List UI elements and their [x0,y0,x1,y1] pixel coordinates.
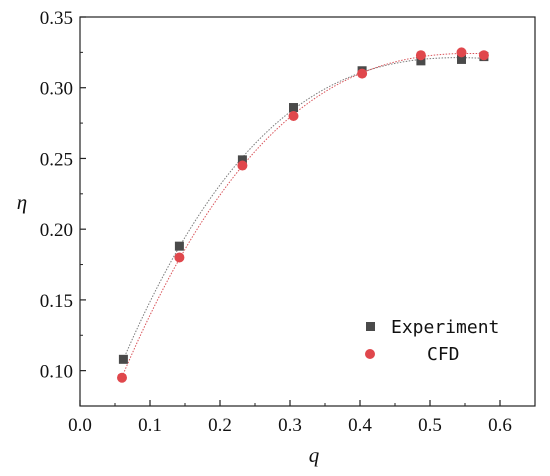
legend-marker-experiment [366,322,375,331]
data-points [117,47,489,383]
point-cfd [456,47,467,58]
point-cfd [117,372,127,383]
y-tick-label: 0.10 [40,362,73,383]
legend: Experiment CFD [365,317,499,365]
y-tick-label: 0.25 [40,149,73,170]
x-tick-label: 0.0 [68,415,92,436]
point-experiment [174,241,184,251]
y-tick-label: 0.30 [40,79,73,100]
point-cfd [415,50,426,61]
point-cfd [478,50,489,61]
x-tick-label: 0.5 [418,415,442,436]
point-experiment [457,54,466,64]
fit-curve-experiment [122,57,484,360]
legend-label-experiment: Experiment [391,317,499,338]
y-axis-ticks: 0.10 0.15 0.20 0.25 0.30 0.35 [40,8,86,383]
x-tick-label: 0.4 [348,415,372,436]
x-axis-title: q [309,443,320,467]
point-experiment [237,155,247,165]
point-cfd [174,252,185,263]
x-tick-label: 0.3 [278,415,302,436]
legend-label-cfd: CFD [427,344,460,365]
y-tick-label: 0.35 [40,8,73,29]
plot-frame [79,16,536,407]
point-cfd [288,111,299,122]
point-experiment [416,56,426,66]
point-experiment [289,103,298,113]
legend-marker-cfd [365,349,375,359]
point-experiment [118,354,128,364]
x-tick-label: 0.1 [138,415,162,436]
point-cfd [237,160,248,171]
y-tick-label: 0.20 [40,220,73,241]
x-tick-label: 0.6 [488,415,512,436]
y-axis-title: η [17,190,27,214]
x-tick-label: 0.2 [208,415,232,436]
y-tick-label: 0.15 [40,291,73,312]
point-cfd [357,68,368,79]
x-axis-ticks: 0.0 0.1 0.2 0.3 0.4 0.5 0.6 [68,400,512,436]
